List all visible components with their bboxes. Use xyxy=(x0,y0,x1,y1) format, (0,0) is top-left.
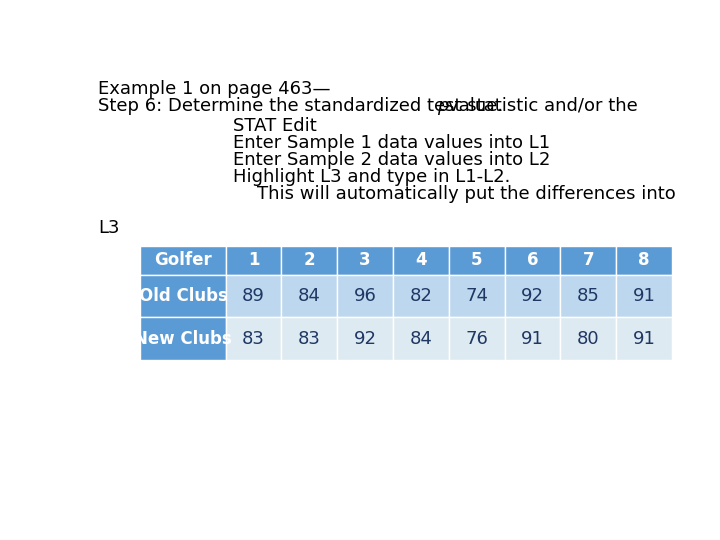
FancyBboxPatch shape xyxy=(337,275,393,318)
Text: Step 6: Determine the standardized test statistic and/or the: Step 6: Determine the standardized test … xyxy=(98,97,643,115)
FancyBboxPatch shape xyxy=(560,318,616,360)
FancyBboxPatch shape xyxy=(140,246,225,275)
Text: 1: 1 xyxy=(248,252,259,269)
FancyBboxPatch shape xyxy=(616,246,672,275)
Text: Enter Sample 1 data values into L1: Enter Sample 1 data values into L1 xyxy=(233,134,551,152)
Text: 83: 83 xyxy=(242,329,265,348)
Text: 85: 85 xyxy=(577,287,600,305)
FancyBboxPatch shape xyxy=(616,318,672,360)
Text: Step 6: Determine the standardized test statistic and/or the p: Step 6: Determine the standardized test … xyxy=(98,97,654,115)
FancyBboxPatch shape xyxy=(337,246,393,275)
Text: 3: 3 xyxy=(359,252,371,269)
FancyBboxPatch shape xyxy=(225,318,282,360)
FancyBboxPatch shape xyxy=(393,246,449,275)
FancyBboxPatch shape xyxy=(505,275,560,318)
Text: L3: L3 xyxy=(98,219,120,237)
FancyBboxPatch shape xyxy=(449,246,505,275)
FancyBboxPatch shape xyxy=(225,275,282,318)
FancyBboxPatch shape xyxy=(337,318,393,360)
FancyBboxPatch shape xyxy=(282,275,337,318)
FancyBboxPatch shape xyxy=(140,318,225,360)
FancyBboxPatch shape xyxy=(449,275,505,318)
Text: 82: 82 xyxy=(410,287,433,305)
FancyBboxPatch shape xyxy=(449,318,505,360)
Text: STAT Edit: STAT Edit xyxy=(233,117,317,135)
Text: 84: 84 xyxy=(410,329,433,348)
FancyBboxPatch shape xyxy=(393,275,449,318)
FancyBboxPatch shape xyxy=(505,246,560,275)
FancyBboxPatch shape xyxy=(560,246,616,275)
Text: Example 1 on page 463—: Example 1 on page 463— xyxy=(98,80,330,98)
Text: Enter Sample 2 data values into L2: Enter Sample 2 data values into L2 xyxy=(233,151,551,169)
FancyBboxPatch shape xyxy=(616,275,672,318)
Text: p: p xyxy=(437,97,449,115)
FancyBboxPatch shape xyxy=(140,275,225,318)
FancyBboxPatch shape xyxy=(560,275,616,318)
Text: 92: 92 xyxy=(354,329,377,348)
FancyBboxPatch shape xyxy=(282,318,337,360)
Text: Highlight L3 and type in L1-L2.: Highlight L3 and type in L1-L2. xyxy=(233,168,510,186)
Text: New Clubs: New Clubs xyxy=(134,329,232,348)
Text: 8: 8 xyxy=(639,252,650,269)
FancyBboxPatch shape xyxy=(282,246,337,275)
Text: 89: 89 xyxy=(242,287,265,305)
Text: 83: 83 xyxy=(298,329,321,348)
FancyBboxPatch shape xyxy=(393,318,449,360)
Text: 91: 91 xyxy=(633,329,656,348)
FancyBboxPatch shape xyxy=(225,246,282,275)
Text: 76: 76 xyxy=(465,329,488,348)
Text: 7: 7 xyxy=(582,252,594,269)
Text: 91: 91 xyxy=(521,329,544,348)
Text: 4: 4 xyxy=(415,252,427,269)
Text: 80: 80 xyxy=(577,329,600,348)
FancyBboxPatch shape xyxy=(505,318,560,360)
Text: 5: 5 xyxy=(471,252,482,269)
Text: 74: 74 xyxy=(465,287,488,305)
Text: 91: 91 xyxy=(633,287,656,305)
Text: 84: 84 xyxy=(298,287,321,305)
Text: 2: 2 xyxy=(304,252,315,269)
Text: Old Clubs: Old Clubs xyxy=(138,287,228,305)
Text: -value.: -value. xyxy=(442,97,503,115)
Text: Golfer: Golfer xyxy=(154,252,212,269)
Text: 6: 6 xyxy=(527,252,539,269)
Text: 92: 92 xyxy=(521,287,544,305)
Text: 96: 96 xyxy=(354,287,377,305)
Text: This will automatically put the differences into: This will automatically put the differen… xyxy=(256,185,675,203)
